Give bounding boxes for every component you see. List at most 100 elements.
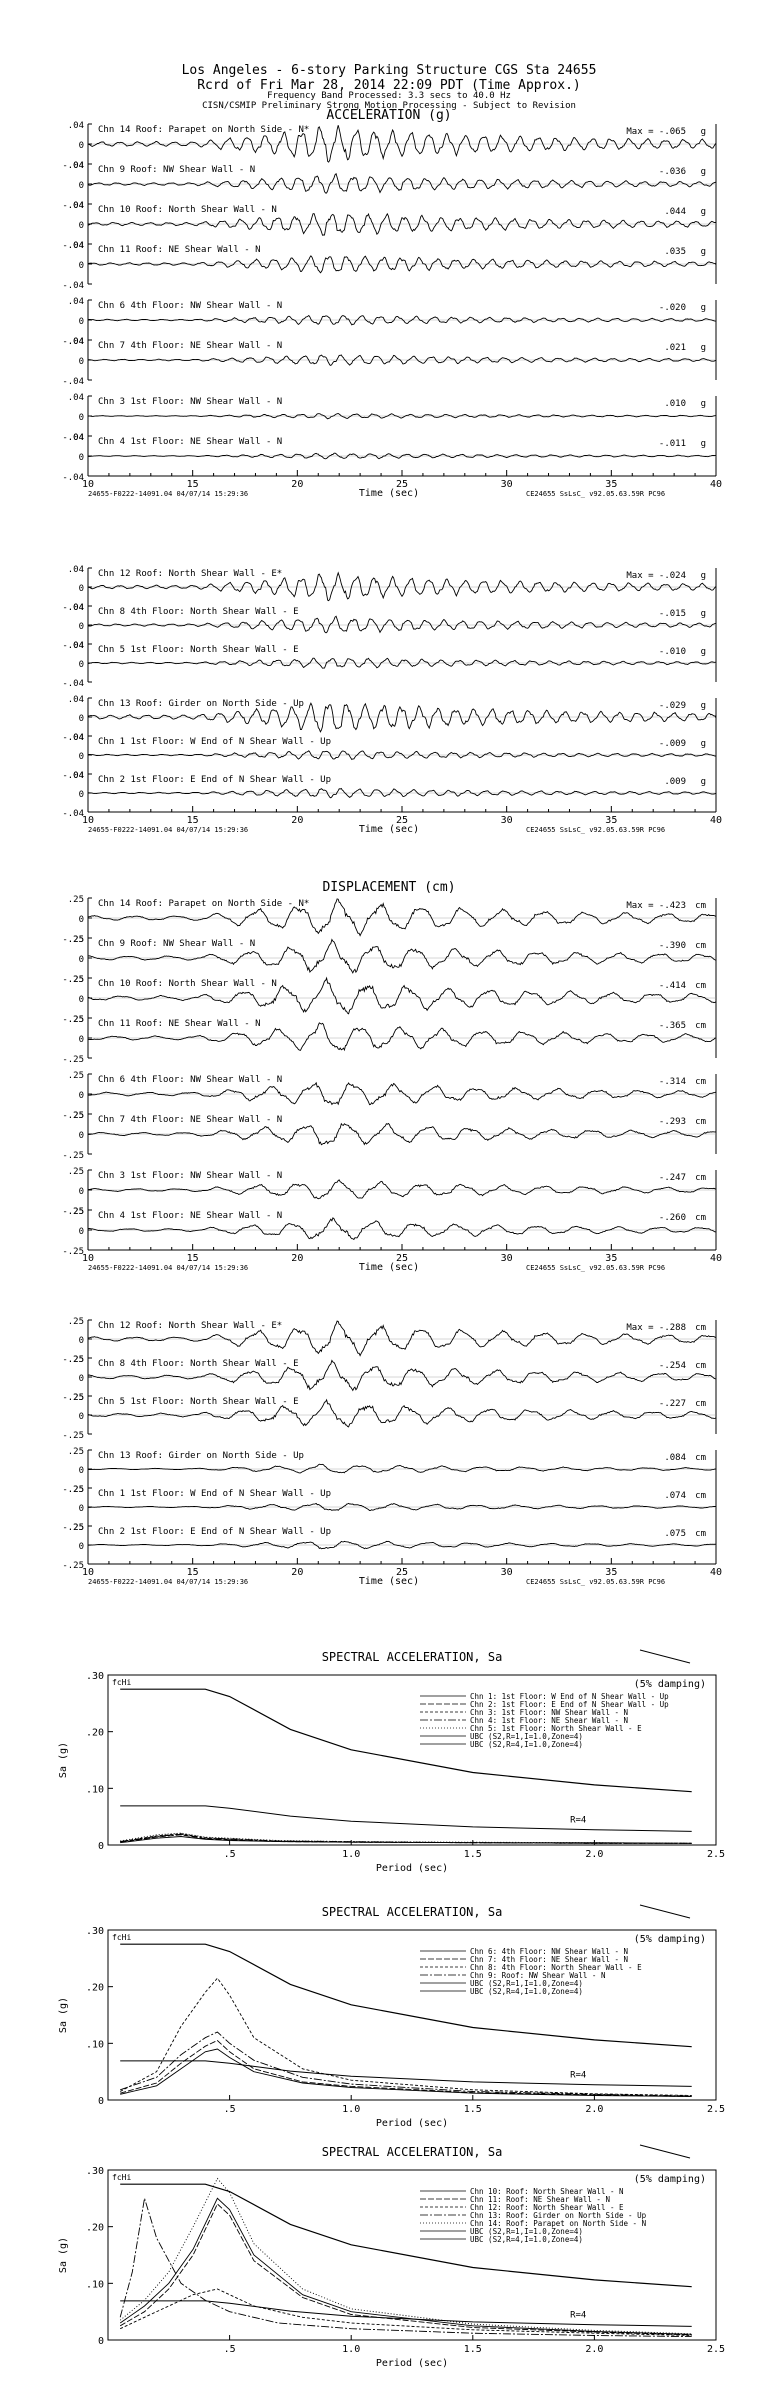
x-tick-label: 40	[710, 1567, 722, 1578]
y-tick-label: -.25	[62, 1055, 84, 1065]
y-tick-label: 0	[79, 181, 84, 191]
channel-label: Chn 4 1st Floor: NE Shear Wall - N	[98, 437, 282, 447]
x-tick-label: 25	[396, 1567, 408, 1578]
unit-label: g	[701, 207, 706, 217]
response-curve	[119, 1977, 692, 2096]
unit-label: g	[701, 439, 706, 449]
y-tick-label: -.25	[62, 1523, 84, 1533]
x-axis-label: Period (sec)	[376, 2358, 448, 2369]
damping-note: (5% damping)	[634, 2174, 706, 2185]
y-tick-label: 0	[79, 261, 84, 271]
displacement-panel-east-up: .25 0 -.25 Chn 12 Roof: North Shear Wall - …	[62, 1317, 722, 1587]
y-tick-label: 0	[79, 453, 84, 463]
max-label: -.293	[659, 1117, 686, 1127]
frequency-band: Frequency Band Processed: 3.3 secs to 40…	[267, 91, 511, 101]
x-tick-label: 30	[501, 479, 513, 490]
legend-entry: UBC (S2,R=1,I=1.0,Zone=4)	[470, 1979, 583, 1988]
legend-entry: Chn 13: Roof: Girder on North Side - Up	[470, 2211, 647, 2220]
plot-frame	[107, 1929, 717, 2101]
footer-right: CE24655 SsLsC_ v92.05.63.59R PC96	[526, 826, 665, 834]
record-title: Rcrd of Fri Mar 28, 2014 22:09 PDT (Time…	[197, 78, 581, 93]
x-tick-label: 2.0	[585, 2104, 603, 2115]
y-tick-label: 0	[79, 915, 84, 925]
channel-label: Chn 2 1st Floor: E End of N Shear Wall -…	[98, 775, 331, 785]
y-tick-label: .25	[68, 1355, 84, 1365]
channel-label: Chn 10 Roof: North Shear Wall - N	[98, 205, 277, 215]
channel-label: Chn 3 1st Floor: NW Shear Wall - N	[98, 1171, 282, 1181]
x-tick-label: 10	[82, 1567, 94, 1578]
unit-label: cm	[695, 1173, 706, 1183]
r4-label: R=4	[570, 2310, 586, 2320]
y-tick-label: .30	[86, 1671, 104, 1682]
x-tick-label: 2.0	[585, 2344, 603, 2355]
y-tick-label: .25	[68, 895, 84, 905]
y-tick-label: .10	[86, 1784, 104, 1795]
max-label: -.254	[659, 1361, 686, 1371]
x-tick-label: 40	[710, 815, 722, 826]
y-tick-label: .04	[68, 733, 84, 743]
y-tick-label: -.04	[62, 337, 84, 347]
y-tick-label: -.25	[62, 1015, 84, 1025]
unit-label: cm	[695, 1453, 706, 1463]
max-label: -.247	[659, 1173, 686, 1183]
trace-line	[87, 1179, 717, 1200]
x-tick-label: 15	[187, 815, 199, 826]
y-axis-label: Sa (g)	[58, 2237, 69, 2273]
y-tick-label: 0	[79, 413, 84, 423]
max-label: -.390	[659, 941, 686, 951]
y-tick-label: 0	[79, 1336, 84, 1346]
response-curve	[119, 2203, 692, 2336]
footer-right: CE24655 SsLsC_ v92.05.63.59R PC96	[526, 490, 665, 498]
y-tick-label: .25	[68, 1015, 84, 1025]
x-tick-label: 30	[501, 815, 513, 826]
unit-label: cm	[695, 1529, 706, 1539]
r4-label: R=4	[570, 2070, 586, 2080]
unit-label: cm	[695, 1213, 706, 1223]
corner-mark	[639, 1904, 691, 1919]
channel-label: Chn 4 1st Floor: NE Shear Wall - N	[98, 1211, 282, 1221]
max-label: -.414	[659, 981, 686, 991]
x-tick-label: 25	[396, 815, 408, 826]
trace-line	[87, 657, 717, 669]
x-tick-label: 2.5	[707, 1849, 725, 1860]
x-tick-label: 15	[187, 1567, 199, 1578]
y-tick-label: 0	[79, 1504, 84, 1514]
x-tick-label: 1.5	[464, 2344, 482, 2355]
max-label: .074	[664, 1491, 686, 1501]
x-axis-label: Time (sec)	[359, 1576, 419, 1587]
channel-label: Chn 2 1st Floor: E End of N Shear Wall -…	[98, 1527, 331, 1537]
legend-entry: Chn 11: Roof: NE Shear Wall - N	[470, 2195, 610, 2204]
channel-label: Chn 5 1st Floor: North Shear Wall - E	[98, 645, 298, 655]
trace-line	[87, 1463, 717, 1474]
legend-entry: Chn 14: Roof: Parapet on North Side - N	[470, 2219, 646, 2228]
legend-entry: UBC (S2,R=1,I=1.0,Zone=4)	[470, 2227, 583, 2236]
trace-line	[88, 1502, 717, 1511]
trace-line	[87, 413, 716, 420]
y-tick-label: .04	[68, 695, 84, 705]
channel-label: Chn 6 4th Floor: NW Shear Wall - N	[98, 1075, 282, 1085]
footer-right: CE24655 SsLsC_ v92.05.63.59R PC96	[526, 1578, 665, 1586]
y-tick-label: -.25	[62, 975, 84, 985]
y-tick-label: 0	[79, 1542, 84, 1552]
y-tick-label: .04	[68, 241, 84, 251]
x-tick-label: .5	[224, 1849, 236, 1860]
legend-entry: Chn 5: 1st Floor: North Shear Wall - E	[470, 1724, 642, 1733]
x-tick-label: 10	[82, 1253, 94, 1264]
panel-title: ACCELERATION (g)	[326, 108, 451, 123]
y-tick-label: 0	[79, 357, 84, 367]
x-tick-label: 10	[82, 479, 94, 490]
y-tick-label: .04	[68, 201, 84, 211]
x-tick-label: 1.0	[342, 2344, 360, 2355]
damping-note: (5% damping)	[634, 1934, 706, 1945]
legend-entry: Chn 3: 1st Floor: NW Shear Wall - N	[470, 1708, 628, 1717]
x-tick-label: 25	[396, 1253, 408, 1264]
y-tick-label: .10	[86, 2279, 104, 2290]
x-tick-label: 2.5	[707, 2344, 725, 2355]
channel-label: Chn 11 Roof: NE Shear Wall - N	[98, 245, 261, 255]
legend-entry: Chn 6: 4th Floor: NW Shear Wall - N	[470, 1947, 628, 1956]
acceleration-panel-east-up: .04 0 -.04 Chn 12 Roof: North Shear Wall - …	[62, 565, 722, 835]
y-tick-label: -.25	[62, 1485, 84, 1495]
channel-label: Chn 7 4th Floor: NE Shear Wall - N	[98, 341, 282, 351]
unit-label: g	[701, 647, 706, 657]
trace-line	[87, 976, 717, 1015]
